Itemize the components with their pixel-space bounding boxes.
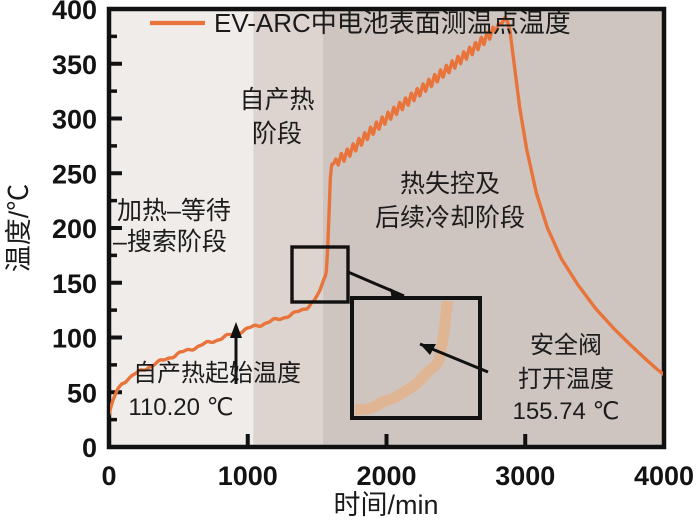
onset-label: 自产热起始温度 (133, 360, 301, 387)
x-axis-title: 时间/min (333, 490, 438, 520)
band-self-heating (253, 9, 323, 447)
inset-frame (350, 296, 482, 420)
y-tick-label: 300 (52, 105, 97, 135)
y-tick-label: 150 (52, 269, 97, 299)
y-tick-label: 250 (52, 159, 97, 189)
inset-source-box (290, 245, 350, 304)
band-label-heat-wait-search-line1: 加热–等待 (117, 197, 231, 225)
x-tick-label: 2000 (356, 461, 416, 491)
x-tick-label: 0 (101, 461, 116, 491)
onset-annotation-arrow (230, 322, 242, 384)
band-label-runaway-line2: 后续冷却阶段 (375, 204, 525, 232)
y-tick-label: 50 (67, 378, 97, 408)
valve-value: 155.74 ℃ (512, 398, 619, 425)
valve-label-line1: 安全阀 (530, 332, 602, 359)
band-label-self-heating-line2: 阶段 (252, 120, 302, 148)
legend-label: EV-ARC中电池表面测温点温度 (214, 8, 571, 38)
band-thermal-runaway-cooling (322, 9, 664, 447)
onset-value: 110.20 ℃ (128, 394, 233, 421)
x-axis-tick-labels: 0 1000 2000 3000 4000 (101, 461, 694, 491)
y-tick-label: 200 (52, 214, 97, 244)
x-tick-label: 3000 (495, 461, 555, 491)
valve-label-line2: 打开温度 (518, 366, 614, 393)
y-axis-ticks (109, 7, 122, 449)
inset-panel (350, 296, 482, 420)
y-tick-label: 350 (52, 50, 97, 80)
band-label-heat-wait-search-line2: –搜索阶段 (113, 228, 227, 256)
inset-curve (355, 301, 453, 415)
x-tick-label: 4000 (634, 461, 694, 491)
x-axis-ticks (245, 434, 528, 447)
series-line-ev-arc (110, 16, 663, 416)
y-tick-label: 0 (82, 433, 97, 463)
valve-annotation-arrow (419, 342, 489, 374)
band-label-runaway-line1: 热失控及 (400, 170, 500, 198)
y-tick-label: 400 (52, 0, 97, 25)
background-bands (109, 9, 664, 447)
y-tick-label: 100 (52, 324, 97, 354)
legend: EV-ARC中电池表面测温点温度 (150, 8, 571, 38)
y-axis-tick-labels: 0 50 100 150 200 250 300 350 400 (52, 0, 97, 463)
y-axis-title: 温度/℃ (4, 184, 34, 273)
x-tick-label: 1000 (218, 461, 278, 491)
series-group (110, 16, 663, 416)
band-label-self-heating-line1: 自产热 (239, 86, 314, 114)
